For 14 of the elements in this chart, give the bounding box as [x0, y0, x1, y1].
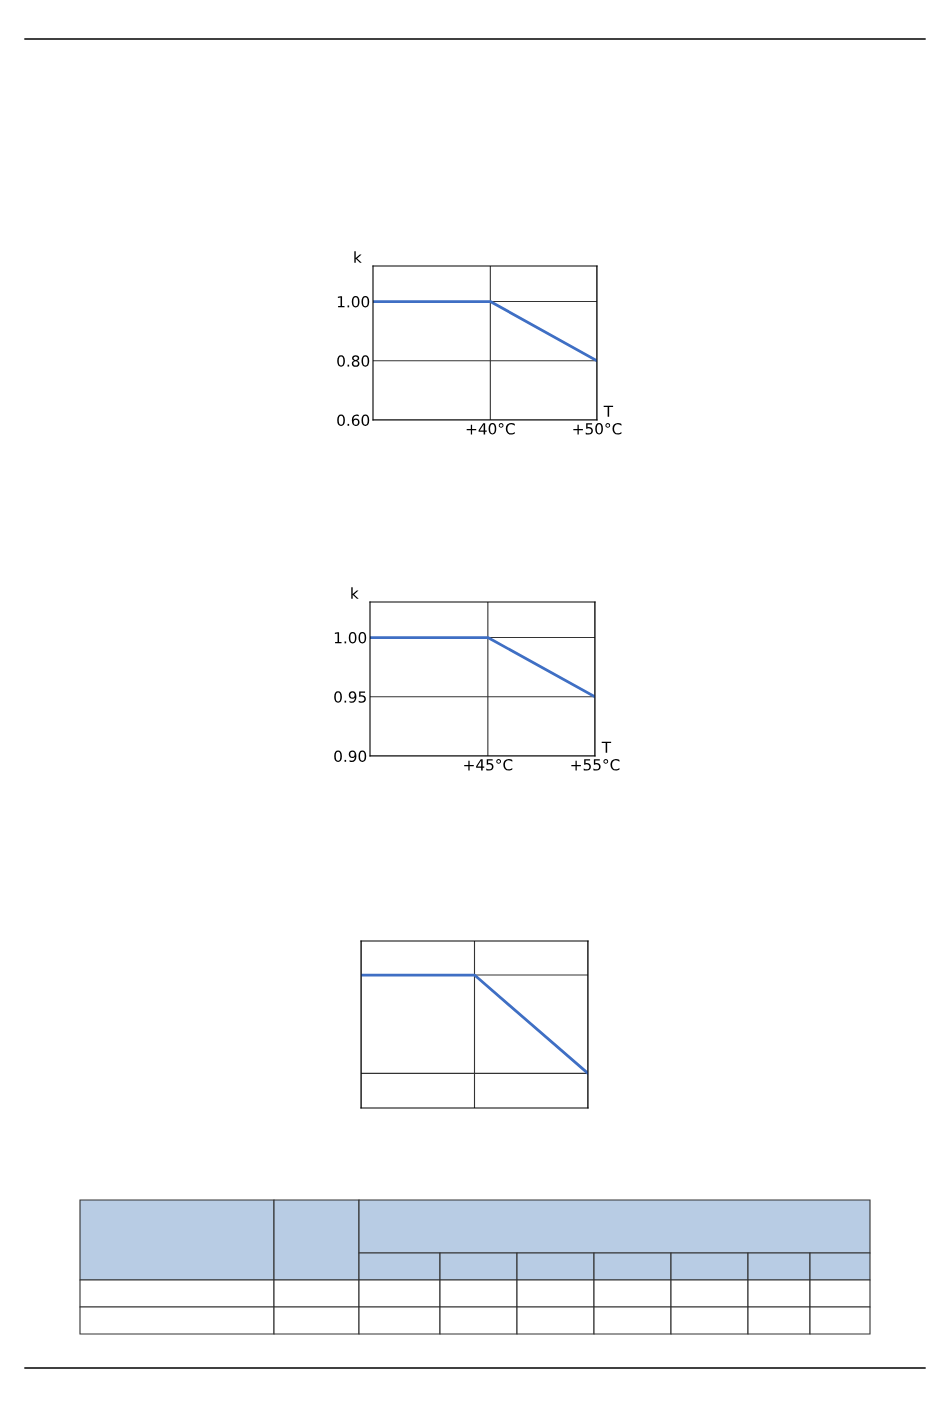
- x-tick-label: +50°C: [573, 423, 622, 435]
- y-tick-label: 1.00: [337, 296, 370, 308]
- x-axis-title: T: [601, 741, 612, 753]
- y-tick-label: 0.90: [334, 750, 367, 763]
- x-axis-title: T: [603, 405, 614, 417]
- x-tick-label: +40°C: [466, 423, 515, 435]
- y-axis-title: k: [354, 251, 362, 263]
- y-tick-label: 0.95: [334, 691, 366, 703]
- y-tick-label: 1.00: [334, 632, 367, 644]
- x-tick-label: +45°C: [464, 759, 513, 771]
- y-tick-label: 0.60: [337, 414, 370, 427]
- y-axis-title: k: [351, 587, 359, 599]
- y-tick-label: 0.80: [337, 355, 370, 367]
- x-tick-label: +55°C: [571, 759, 620, 771]
